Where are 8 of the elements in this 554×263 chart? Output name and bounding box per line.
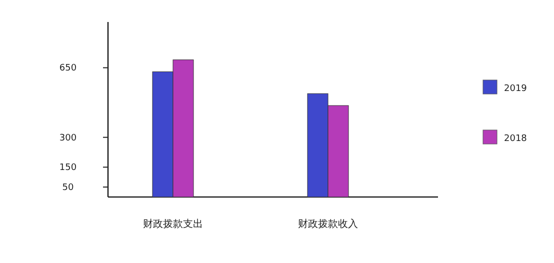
x-tick-label: 财政拨款支出 <box>143 218 203 230</box>
y-tick-label: 150 <box>59 163 77 174</box>
y-tick-label: 300 <box>59 133 77 144</box>
legend-label: 2019 <box>504 84 528 94</box>
x-tick-label: 财政拨款收入 <box>298 218 358 230</box>
y-tick-label: 650 <box>59 64 77 74</box>
y-tick-label: 50 <box>62 183 74 194</box>
legend-label: 2018 <box>504 134 528 144</box>
